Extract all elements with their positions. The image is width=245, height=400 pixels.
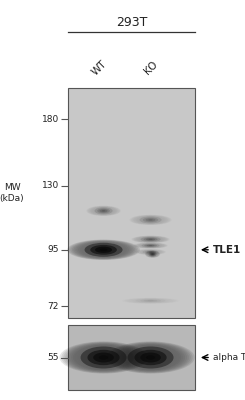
Ellipse shape xyxy=(145,250,160,258)
Ellipse shape xyxy=(97,208,110,213)
Ellipse shape xyxy=(95,207,112,214)
Ellipse shape xyxy=(90,245,117,255)
Bar xyxy=(68,325,195,390)
Ellipse shape xyxy=(128,346,173,368)
Ellipse shape xyxy=(146,355,155,360)
Text: TLE1: TLE1 xyxy=(213,245,241,255)
Ellipse shape xyxy=(99,355,108,360)
Text: WT: WT xyxy=(90,59,109,77)
Ellipse shape xyxy=(142,244,159,248)
Ellipse shape xyxy=(148,239,153,240)
Ellipse shape xyxy=(108,342,193,373)
Text: MW
(kDa): MW (kDa) xyxy=(0,183,24,203)
Ellipse shape xyxy=(143,218,158,222)
Ellipse shape xyxy=(87,350,120,365)
Ellipse shape xyxy=(116,344,185,371)
Text: 72: 72 xyxy=(48,302,59,311)
Ellipse shape xyxy=(69,240,138,260)
Ellipse shape xyxy=(148,219,153,220)
Ellipse shape xyxy=(81,346,127,368)
Ellipse shape xyxy=(107,342,195,374)
Ellipse shape xyxy=(144,238,158,241)
Ellipse shape xyxy=(75,241,132,258)
Ellipse shape xyxy=(147,251,154,253)
Ellipse shape xyxy=(69,344,138,371)
Ellipse shape xyxy=(61,342,146,373)
Text: KO: KO xyxy=(142,59,159,77)
Ellipse shape xyxy=(135,299,166,303)
Ellipse shape xyxy=(143,250,159,254)
Ellipse shape xyxy=(147,300,154,301)
Ellipse shape xyxy=(146,238,155,240)
Ellipse shape xyxy=(135,350,167,365)
Bar xyxy=(68,88,195,318)
Text: 180: 180 xyxy=(42,115,59,124)
Ellipse shape xyxy=(110,342,191,373)
Ellipse shape xyxy=(150,252,155,256)
Ellipse shape xyxy=(147,245,155,246)
Ellipse shape xyxy=(146,218,156,222)
Ellipse shape xyxy=(67,240,140,260)
Ellipse shape xyxy=(60,342,148,374)
Ellipse shape xyxy=(140,299,161,302)
Text: alpha Tubulin: alpha Tubulin xyxy=(213,353,245,362)
Ellipse shape xyxy=(144,300,157,302)
Ellipse shape xyxy=(99,209,108,212)
Ellipse shape xyxy=(114,343,187,372)
Ellipse shape xyxy=(100,248,107,251)
Ellipse shape xyxy=(112,343,189,372)
Ellipse shape xyxy=(152,254,153,255)
Ellipse shape xyxy=(141,237,160,242)
Text: 95: 95 xyxy=(48,245,59,254)
Ellipse shape xyxy=(140,216,161,223)
Ellipse shape xyxy=(72,240,135,259)
Ellipse shape xyxy=(93,352,114,362)
Ellipse shape xyxy=(67,343,140,372)
Ellipse shape xyxy=(74,241,134,259)
Ellipse shape xyxy=(70,240,137,260)
Ellipse shape xyxy=(149,245,152,246)
Text: 55: 55 xyxy=(48,353,59,362)
Ellipse shape xyxy=(145,250,156,253)
Ellipse shape xyxy=(148,252,157,257)
Ellipse shape xyxy=(102,210,105,212)
Text: 293T: 293T xyxy=(116,16,147,28)
Ellipse shape xyxy=(65,343,142,372)
Ellipse shape xyxy=(63,342,144,373)
Text: 130: 130 xyxy=(42,181,59,190)
Ellipse shape xyxy=(85,243,122,257)
Ellipse shape xyxy=(140,352,161,362)
Ellipse shape xyxy=(144,244,157,247)
Ellipse shape xyxy=(95,247,112,253)
Ellipse shape xyxy=(151,253,154,255)
